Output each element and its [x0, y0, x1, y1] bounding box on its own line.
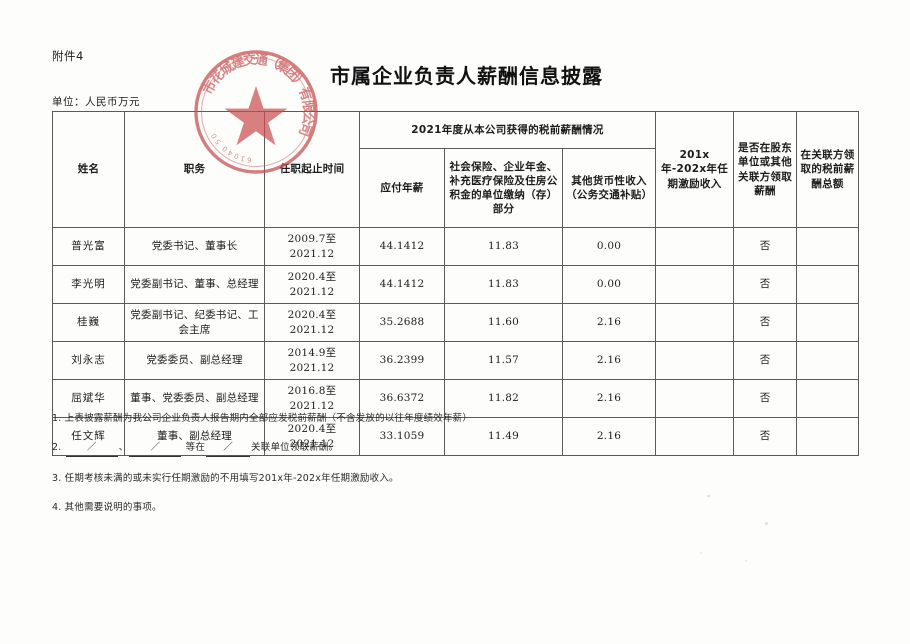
cell-term-incentive — [655, 265, 735, 304]
cell-shareholder-salary: 否 — [733, 417, 798, 456]
footnote-2-blank-1: ／ — [65, 441, 118, 457]
cell-shareholder-salary: 否 — [733, 265, 798, 304]
cell-tenure: 2020.4至2021.12 — [264, 265, 360, 304]
cell-shareholder-salary: 否 — [733, 379, 798, 418]
table-row: 李光明 党委副书记、董事、总经理 2020.4至2021.12 44.1412 … — [52, 265, 860, 304]
svg-text:花: 花 — [207, 67, 228, 87]
footnotes: 1. 上表披露薪酬为我公司企业负责人报告期内全部应发税前薪酬（不含发放的以往年度… — [52, 412, 852, 530]
table-row: 屈斌华 董事、党委委员、副总经理 2016.8至2021.12 36.6372 … — [52, 379, 860, 418]
cell-related-party-total — [796, 265, 860, 304]
table-row: 任文辉 董事、副总经理 2020.4至2021.12 33.1059 11.49… — [52, 417, 860, 456]
cell-term-incentive — [655, 227, 735, 266]
footnote-3: 3. 任期考核未满的或未实行任期激励的不用填写201x年-202x年任期激励收入… — [52, 472, 399, 484]
header-other-monetary-income: 其他货币性收入（公务交通补贴） — [561, 148, 657, 228]
table-row: 普光富 党委书记、董事长 2009.7至2021.12 44.1412 11.8… — [52, 227, 860, 266]
salary-disclosure-table: 姓名 职务 任职起止时间 2021年度从本公司获得的税前薪酬情况 201x年-2… — [52, 111, 860, 456]
footnote-4: 4. 其他需要说明的事项。 — [52, 501, 162, 513]
cell-tenure: 2020.4至2021.12 — [264, 417, 360, 456]
cell-related-party-total — [796, 379, 860, 418]
svg-text:有: 有 — [295, 85, 314, 103]
svg-text:集: 集 — [272, 57, 293, 78]
header-position: 职务 — [124, 111, 265, 228]
svg-text:团: 团 — [282, 65, 302, 85]
cell-other-monetary: 2.16 — [561, 417, 657, 456]
svg-text:通: 通 — [254, 52, 269, 69]
cell-payable-annual-salary: 36.6372 — [359, 379, 445, 418]
cell-term-incentive — [655, 417, 735, 456]
cell-social-insurance: 11.60 — [444, 303, 563, 342]
cell-name: 桂巍 — [52, 303, 125, 342]
svg-text:）: ） — [289, 73, 310, 93]
cell-name: 李光明 — [52, 265, 125, 304]
cell-position: 党委书记、董事长 — [124, 227, 265, 266]
cell-other-monetary: 2.16 — [561, 303, 657, 342]
footnote-1: 1. 上表披露薪酬为我公司企业负责人报告期内全部应发税前薪酬（不含发放的以往年度… — [52, 413, 473, 424]
table-row: 刘永志 党委委员、副总经理 2014.9至2021.12 36.2399 11.… — [52, 341, 860, 380]
cell-related-party-total — [796, 303, 860, 342]
cell-social-insurance: 11.83 — [444, 265, 563, 304]
cell-social-insurance: 11.83 — [444, 227, 563, 266]
cell-tenure: 2009.7至2021.12 — [264, 227, 360, 266]
scan-speck — [745, 560, 747, 562]
scan-speck — [707, 495, 710, 497]
svg-text:（: （ — [264, 53, 282, 72]
svg-text:城: 城 — [217, 59, 237, 80]
cell-shareholder-salary: 否 — [733, 303, 798, 342]
svg-text:建: 建 — [229, 53, 247, 72]
cell-position: 董事、党委委员、副总经理 — [124, 379, 265, 418]
footnote-2-blank-2: ／ — [129, 441, 182, 457]
cell-payable-annual-salary: 35.2688 — [359, 303, 445, 342]
footnote-2-suffix: 关联单位领取薪酬。 — [251, 442, 339, 454]
footnote-2-separator: 、 — [118, 442, 129, 454]
cell-position: 党委副书记、纪委书记、工会主席 — [124, 303, 265, 342]
page-title: 市属企业负责人薪酬信息披露 — [330, 64, 603, 88]
header-term-incentive: 201x年-202x年任期激励收入 — [655, 111, 735, 228]
cell-tenure: 2014.9至2021.12 — [264, 341, 360, 380]
cell-term-incentive — [655, 303, 735, 342]
cell-social-insurance: 11.57 — [444, 341, 563, 380]
cell-payable-annual-salary: 36.2399 — [359, 341, 445, 380]
footnote-2-prefix: 2. — [52, 442, 62, 454]
attachment-number: 附件4 — [52, 49, 84, 63]
header-related-party-total: 在关联方领取的税前薪酬总额 — [796, 111, 860, 228]
header-name: 姓名 — [52, 111, 125, 228]
header-payable-annual-salary: 应付年薪 — [359, 148, 445, 228]
cell-other-monetary: 0.00 — [561, 265, 657, 304]
cell-related-party-total — [796, 417, 860, 456]
cell-name: 普光富 — [52, 227, 125, 266]
table-body: 普光富 党委书记、董事长 2009.7至2021.12 44.1412 11.8… — [52, 227, 860, 456]
cell-position: 董事、副总经理 — [124, 417, 265, 456]
footnote-2: 2. ／、／ 等在／关联单位领取薪酬。 — [52, 441, 852, 457]
footnote-2-blank-3: ／ — [206, 441, 251, 457]
cell-tenure: 2020.4至2021.12 — [264, 303, 360, 342]
cell-other-monetary: 2.16 — [561, 341, 657, 380]
header-tenure: 任职起止时间 — [264, 111, 360, 228]
cell-payable-annual-salary: 44.1412 — [359, 227, 445, 266]
table-row: 桂巍 党委副书记、纪委书记、工会主席 2020.4至2021.12 35.268… — [52, 303, 860, 342]
header-shareholder-salary: 是否在股东单位或其他关联方领取薪酬 — [733, 111, 798, 228]
cell-related-party-total — [796, 227, 860, 266]
footnote-2-middle: 等在 — [185, 442, 206, 454]
svg-text:交: 交 — [242, 52, 257, 69]
cell-position: 党委委员、副总经理 — [124, 341, 265, 380]
scan-speck — [765, 522, 768, 525]
cell-shareholder-salary: 否 — [733, 341, 798, 380]
cell-term-incentive — [655, 341, 735, 380]
cell-position: 党委副书记、董事、总经理 — [124, 265, 265, 304]
cell-name: 任文辉 — [52, 417, 125, 456]
cell-payable-annual-salary: 33.1059 — [359, 417, 445, 456]
unit-label: 单位：人民币万元 — [52, 96, 140, 108]
header-group-pretax-compensation: 2021年度从本公司获得的税前薪酬情况 — [358, 111, 657, 149]
cell-name: 刘永志 — [52, 341, 125, 380]
cell-other-monetary: 0.00 — [561, 227, 657, 266]
svg-text:市: 市 — [200, 78, 220, 97]
cell-shareholder-salary: 否 — [733, 227, 798, 266]
cell-name: 屈斌华 — [52, 379, 125, 418]
cell-payable-annual-salary: 44.1412 — [359, 265, 445, 304]
header-social-insurance: 社会保险、企业年金、补充医疗保险及住房公积金的单位缴纳（存）部分 — [444, 148, 563, 228]
cell-other-monetary: 2.16 — [561, 379, 657, 418]
cell-related-party-total — [796, 341, 860, 380]
scan-speck — [700, 552, 702, 554]
